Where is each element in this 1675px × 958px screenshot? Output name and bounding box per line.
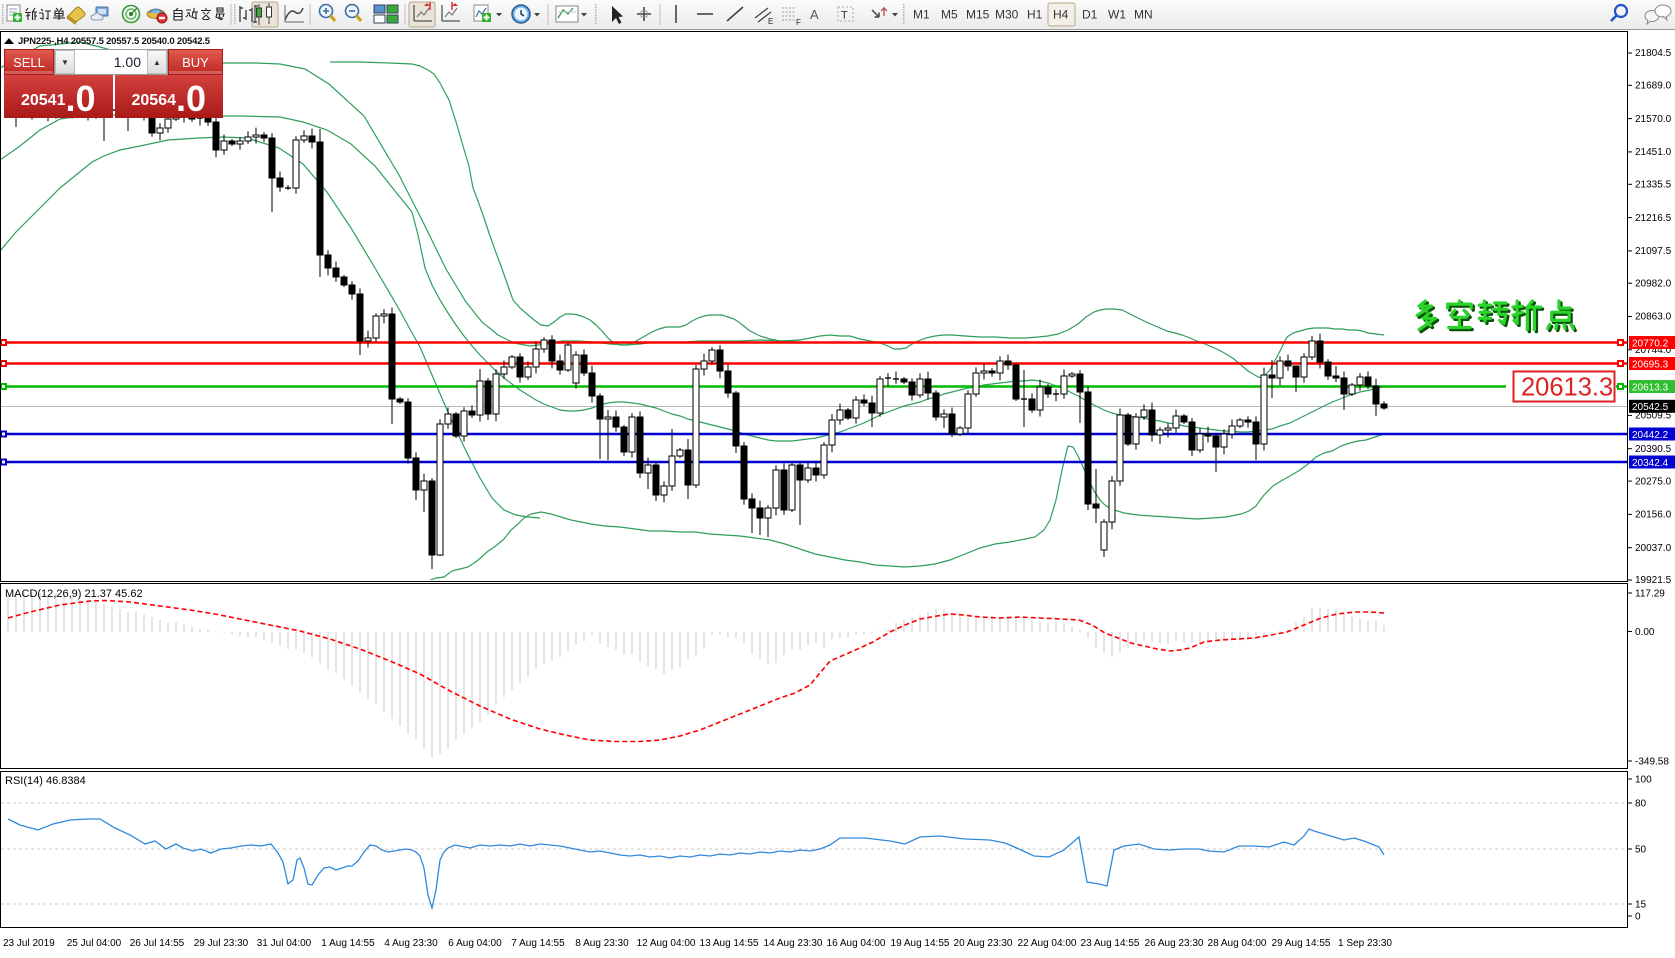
svg-text:20542.5: 20542.5 (1632, 402, 1669, 413)
svg-text:A: A (810, 7, 819, 22)
svg-text:26 Aug 23:30: 26 Aug 23:30 (1145, 938, 1204, 949)
svg-text:50: 50 (1635, 845, 1647, 856)
svg-text:20275.0: 20275.0 (1635, 476, 1672, 487)
svg-text:MACD(12,26,9) 21.37 45.62: MACD(12,26,9) 21.37 45.62 (5, 588, 143, 600)
svg-text:20509.5: 20509.5 (1635, 411, 1672, 422)
svg-text:22 Aug 04:00: 22 Aug 04:00 (1018, 938, 1077, 949)
svg-text:4 Aug 23:30: 4 Aug 23:30 (384, 938, 438, 949)
svg-text:MN: MN (1134, 8, 1153, 22)
svg-text:20613.3: 20613.3 (1632, 382, 1669, 393)
svg-text:100: 100 (1635, 775, 1652, 786)
svg-text:M15: M15 (966, 8, 990, 22)
svg-text:20863.0: 20863.0 (1635, 312, 1672, 323)
svg-text:W1: W1 (1108, 8, 1126, 22)
svg-text:21335.5: 21335.5 (1635, 180, 1672, 191)
svg-text:20613.3: 20613.3 (1521, 374, 1613, 402)
svg-text:0.00: 0.00 (1635, 627, 1655, 638)
svg-text:20390.5: 20390.5 (1635, 444, 1672, 455)
svg-text:28 Aug 04:00: 28 Aug 04:00 (1208, 938, 1267, 949)
svg-text:14 Aug 23:30: 14 Aug 23:30 (764, 938, 823, 949)
svg-text:20695.3: 20695.3 (1632, 359, 1669, 370)
svg-text:26 Jul 14:55: 26 Jul 14:55 (130, 938, 185, 949)
svg-text:20442.2: 20442.2 (1632, 430, 1669, 441)
svg-text:20 Aug 23:30: 20 Aug 23:30 (954, 938, 1013, 949)
svg-text:21216.5: 21216.5 (1635, 213, 1672, 224)
svg-text:13 Aug 14:55: 13 Aug 14:55 (700, 938, 759, 949)
svg-text:15: 15 (1635, 900, 1647, 911)
svg-text:20342.4: 20342.4 (1632, 458, 1669, 469)
svg-text:23 Jul 2019: 23 Jul 2019 (3, 938, 55, 949)
svg-text:1 Sep 23:30: 1 Sep 23:30 (1338, 938, 1392, 949)
svg-text:19921.5: 19921.5 (1635, 575, 1672, 586)
svg-text:T: T (841, 10, 848, 22)
svg-text:117.29: 117.29 (1635, 589, 1665, 600)
svg-text:31 Jul 04:00: 31 Jul 04:00 (257, 938, 312, 949)
svg-text:20037.0: 20037.0 (1635, 543, 1672, 554)
svg-text:F: F (796, 18, 801, 27)
svg-text:E: E (768, 17, 773, 26)
svg-text:D1: D1 (1082, 8, 1098, 22)
svg-text:M30: M30 (995, 8, 1019, 22)
svg-text:8 Aug 23:30: 8 Aug 23:30 (575, 938, 629, 949)
svg-text:23 Aug 14:55: 23 Aug 14:55 (1081, 938, 1140, 949)
svg-text:RSI(14) 46.8384: RSI(14) 46.8384 (5, 775, 86, 787)
svg-text:-349.58: -349.58 (1635, 757, 1669, 768)
svg-text:21097.5: 21097.5 (1635, 246, 1672, 257)
svg-text:20744.0: 20744.0 (1635, 345, 1672, 356)
svg-text:7 Aug 14:55: 7 Aug 14:55 (511, 938, 565, 949)
svg-text:20770.2: 20770.2 (1632, 338, 1669, 349)
svg-text:M1: M1 (913, 8, 930, 22)
svg-text:JPN225-,H4 20557.5 20557.5 20: JPN225-,H4 20557.5 20557.5 20540.0 20542… (18, 36, 211, 47)
svg-text:12 Aug 04:00: 12 Aug 04:00 (637, 938, 696, 949)
svg-text:21570.0: 21570.0 (1635, 114, 1672, 125)
svg-text:80: 80 (1635, 799, 1647, 810)
svg-text:29 Aug 14:55: 29 Aug 14:55 (1272, 938, 1331, 949)
svg-text:M5: M5 (941, 8, 958, 22)
svg-text:20982.0: 20982.0 (1635, 278, 1672, 289)
svg-text:0: 0 (1635, 912, 1641, 923)
svg-text:H1: H1 (1027, 8, 1043, 22)
svg-text:25 Jul 04:00: 25 Jul 04:00 (67, 938, 122, 949)
svg-text:20156.0: 20156.0 (1635, 510, 1672, 521)
svg-text:29 Jul 23:30: 29 Jul 23:30 (194, 938, 249, 949)
svg-text:19 Aug 14:55: 19 Aug 14:55 (891, 938, 950, 949)
svg-text:21804.5: 21804.5 (1635, 48, 1672, 59)
svg-text:21689.0: 21689.0 (1635, 81, 1672, 92)
svg-text:6 Aug 04:00: 6 Aug 04:00 (448, 938, 502, 949)
svg-text:21451.0: 21451.0 (1635, 147, 1672, 158)
svg-text:1 Aug 14:55: 1 Aug 14:55 (321, 938, 375, 949)
svg-text:16 Aug 04:00: 16 Aug 04:00 (827, 938, 886, 949)
svg-text:H4: H4 (1053, 8, 1069, 22)
